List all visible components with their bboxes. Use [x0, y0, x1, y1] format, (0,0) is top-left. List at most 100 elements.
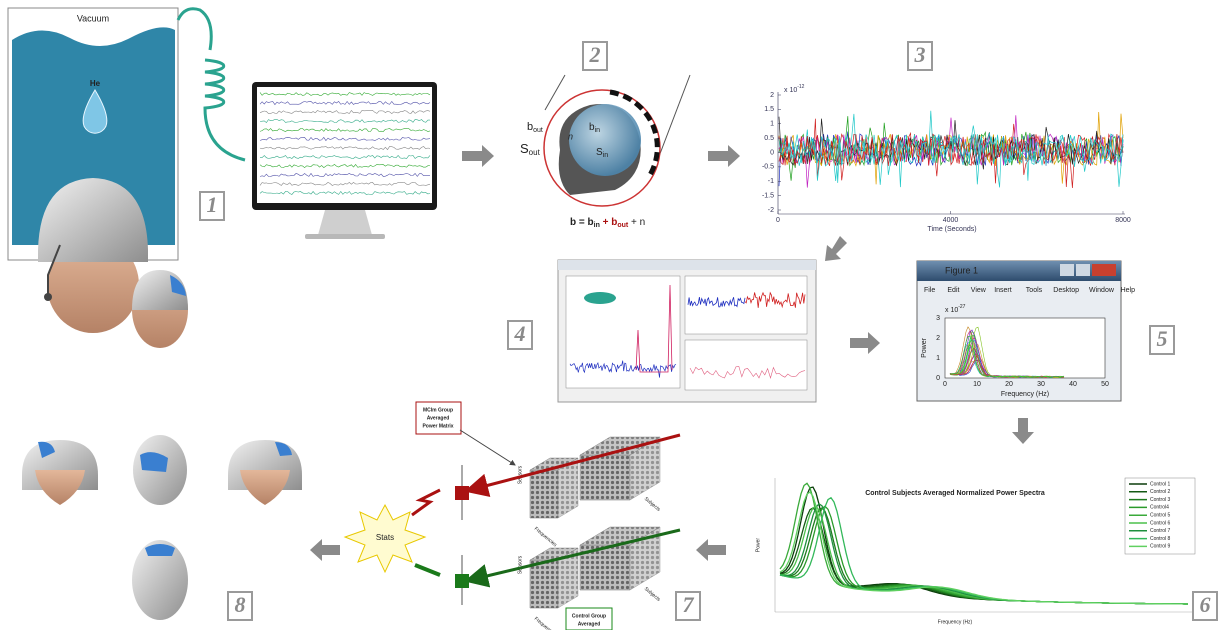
plot-area: [566, 276, 680, 388]
legend-label: Control4: [1150, 505, 1169, 511]
cube-front: [580, 455, 630, 500]
window-title: Figure 1: [945, 265, 978, 275]
eq-part: b = b: [570, 217, 594, 228]
menu-item[interactable]: Help: [1121, 287, 1136, 294]
legend-label: Control 5: [1150, 513, 1171, 519]
exp-base: x 10: [784, 87, 797, 94]
flash: [412, 490, 440, 515]
base: S: [520, 141, 529, 156]
app-toolbar: [558, 260, 816, 270]
exponent: x 10-12: [784, 84, 805, 94]
label-line: Control Group: [572, 613, 606, 619]
y-tick-label: 1: [936, 355, 940, 362]
x-axis-label: Frequency (Hz): [1001, 391, 1049, 398]
s-out-label: Sout: [520, 141, 541, 157]
menu-item[interactable]: Window: [1089, 287, 1115, 294]
legend-label: Control 7: [1150, 528, 1171, 534]
step-number: 4: [514, 321, 526, 346]
legend-label: Control 9: [1150, 544, 1171, 550]
exp-base: x 10: [945, 307, 958, 314]
legend-label: Control 1: [1150, 481, 1171, 487]
menu-item[interactable]: File: [924, 287, 935, 294]
figure: Vacuum He 1 2 bout Sout n bin Sin b = bi…: [0, 0, 1223, 630]
y-tick-label: 3: [936, 315, 940, 322]
matrices: SensorsFrequenciesSubjectsSensorsFrequen…: [517, 437, 661, 630]
y-tick-label: 0.5: [764, 135, 774, 142]
y-tick-label: 0: [770, 149, 774, 156]
step-number: 7: [683, 592, 695, 617]
exp-power: -27: [958, 304, 965, 310]
arrow: [462, 145, 494, 167]
menu-bar: File Edit View Insert Tools Desktop Window Help: [924, 287, 1135, 294]
axis-label: Subjects: [643, 586, 662, 603]
eq-part: + n: [628, 217, 645, 228]
logo: [584, 292, 616, 304]
mci-cube: [455, 486, 469, 500]
menu-item[interactable]: Tools: [1026, 287, 1043, 294]
x-tick-label: 40: [1069, 381, 1077, 388]
legend-label: Control 2: [1150, 489, 1171, 495]
menu-item[interactable]: Edit: [947, 287, 959, 294]
axis-label: Subjects: [643, 496, 662, 513]
legend-label: Control 6: [1150, 520, 1171, 526]
noise-label: n: [568, 131, 573, 141]
maximize-button[interactable]: [1076, 264, 1090, 276]
y-tick-label: 2: [770, 92, 774, 99]
panel-6: Control Subjects Averaged Normalized Pow…: [755, 478, 1217, 625]
b-out-label: bout: [527, 121, 543, 134]
y-tick-label: 0: [936, 375, 940, 382]
close-button[interactable]: [1092, 264, 1116, 276]
plot-title: Control Subjects Averaged Normalized Pow…: [865, 490, 1045, 497]
panel-5: Figure 1 File Edit View Insert Tools Desktop W…: [917, 261, 1174, 401]
monitor-base: [305, 234, 385, 239]
eq-part: + b: [600, 217, 618, 228]
x-tick-label: 30: [1037, 381, 1045, 388]
arrow: [1012, 418, 1034, 444]
label-line: Averaged: [578, 621, 601, 627]
menu-item[interactable]: Insert: [994, 287, 1012, 294]
minimize-button[interactable]: [1060, 264, 1074, 276]
equation: b = bin + bout + n: [570, 217, 645, 229]
plot-area: [685, 276, 807, 334]
y-axis-label: Power: [755, 538, 761, 553]
legend-label: Control 8: [1150, 536, 1171, 542]
label-line: Averaged: [427, 415, 450, 421]
arrow: [825, 236, 847, 261]
brain-sphere: [569, 104, 641, 176]
pointer: [460, 430, 515, 465]
flash: [415, 565, 440, 575]
panel-3: 3 x 10-12 Time (Seconds) 21.510.50-0.5-1…: [762, 42, 1131, 233]
legend-label: Control 3: [1150, 497, 1171, 503]
helium-label: He: [90, 79, 101, 88]
step-number: 2: [589, 42, 601, 67]
cable-end: [44, 293, 52, 301]
plot-area: [685, 340, 807, 390]
head-back: [240, 470, 290, 505]
label-line: MCIm Group: [423, 407, 453, 413]
x-tick-label: 20: [1005, 381, 1013, 388]
menu-item[interactable]: Desktop: [1053, 287, 1079, 294]
traces: [779, 111, 1123, 188]
monitor: [252, 82, 437, 239]
sub: out: [533, 127, 543, 134]
control-cube: [455, 574, 469, 588]
x-tick-label: 0: [776, 217, 780, 224]
x-axis-label: Frequency (Hz): [938, 619, 973, 625]
y-tick-label: -2: [768, 207, 774, 214]
step-number: 1: [207, 192, 218, 217]
y-tick-label: 1: [770, 121, 774, 128]
y-tick-label: 2: [936, 335, 940, 342]
cube-front: [530, 470, 558, 518]
panel-8: 8: [22, 270, 302, 620]
monitor-stand: [318, 210, 372, 235]
arrow: [696, 539, 726, 561]
x-tick-label: 4000: [943, 217, 959, 224]
panel-2: 2 bout Sout n bin Sin b = bin + bout + n: [520, 42, 690, 229]
menu-item[interactable]: View: [971, 287, 987, 294]
sub: in: [603, 152, 609, 159]
vacuum-label: Vacuum: [77, 13, 109, 23]
exp-power: -12: [797, 84, 804, 90]
step-number: 6: [1200, 592, 1211, 617]
arrow: [850, 332, 880, 354]
coil-tube: [178, 9, 245, 160]
